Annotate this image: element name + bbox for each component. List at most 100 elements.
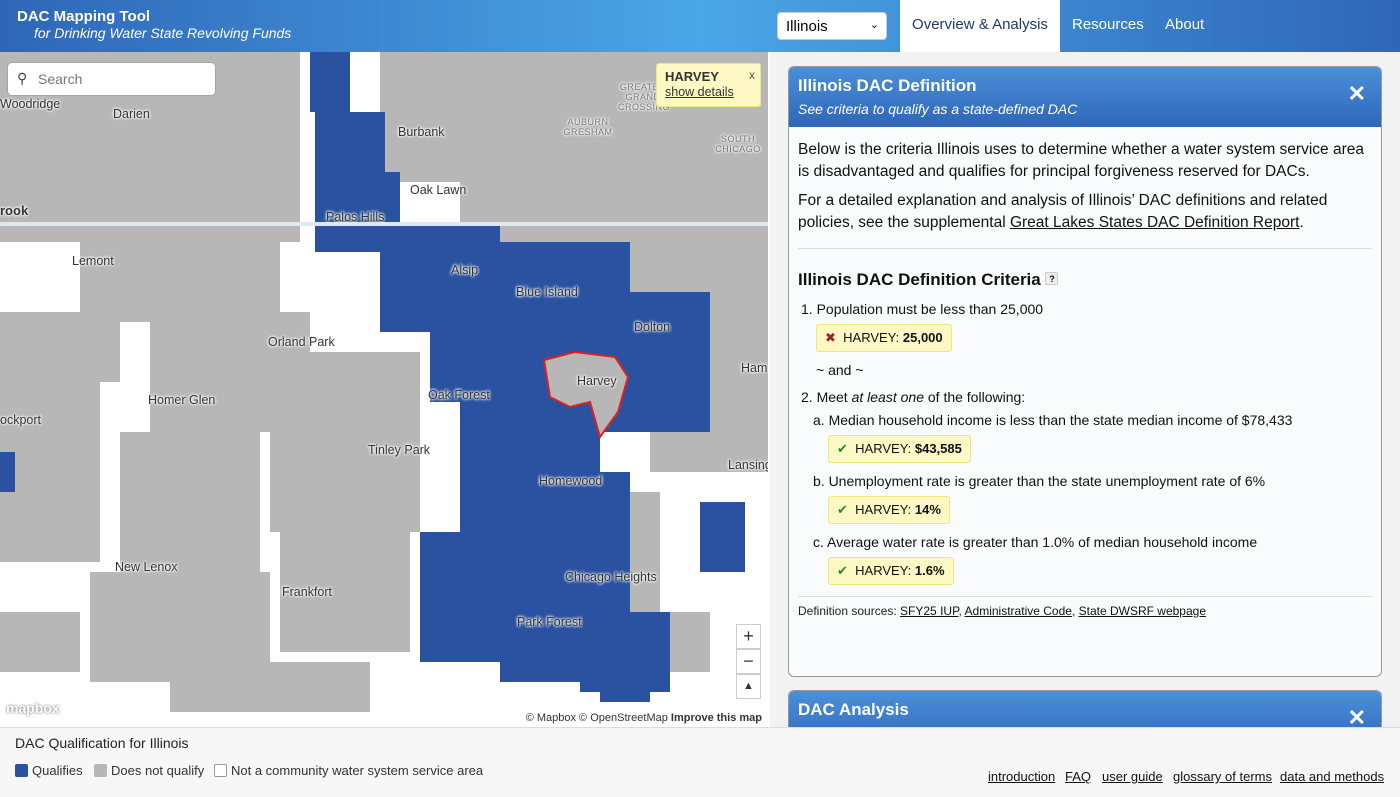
qualifying-area[interactable] <box>600 662 650 702</box>
map-place-label: Orland Park <box>268 335 335 349</box>
map-place-label: Ham <box>741 361 768 375</box>
qualifying-area[interactable] <box>310 52 350 112</box>
non-qualifying-area[interactable] <box>380 52 620 182</box>
check-icon: ✔ <box>837 502 848 517</box>
app-subtitle: for Drinking Water State Revolving Funds <box>34 25 292 41</box>
show-details-link[interactable]: show details <box>665 85 734 99</box>
non-qualifying-area[interactable] <box>170 662 370 712</box>
footer: DAC Qualification for Illinois Qualifies… <box>0 727 1400 797</box>
source-link-dwsrf[interactable]: State DWSRF webpage <box>1078 604 1206 618</box>
mapbox-logo[interactable]: mapbox <box>6 700 60 716</box>
tab-resources[interactable]: Resources <box>1072 16 1144 33</box>
non-qualifying-area[interactable] <box>0 312 120 382</box>
result-badge: ✔ HARVEY: 1.6% <box>828 557 954 585</box>
search-placeholder: Search <box>38 71 83 87</box>
map-place-label: Tinley Park <box>368 443 431 457</box>
map-place-label: Woodridge <box>0 97 61 111</box>
footer-link-faq[interactable]: FAQ <box>1065 769 1092 784</box>
qualifying-area[interactable] <box>420 532 510 662</box>
not-qualify-swatch <box>94 764 107 777</box>
definition-title: Illinois DAC Definition <box>798 76 977 95</box>
intro-text: Below is the criteria Illinois uses to d… <box>798 141 1364 180</box>
map-place-label: ockport <box>0 413 41 427</box>
result-badge: ✖ HARVEY: 25,000 <box>816 324 952 352</box>
map-canvas[interactable] <box>0 52 768 727</box>
zoom-in-button[interactable]: + <box>736 624 761 649</box>
map-place-label: Chicago Heights <box>565 570 657 584</box>
definition-card: Illinois DAC Definition See criteria to … <box>788 66 1382 677</box>
non-qualifying-area[interactable] <box>280 532 410 652</box>
zoom-out-button[interactable]: − <box>736 649 761 674</box>
footer-link-data-methods[interactable]: data and methods <box>1280 769 1385 784</box>
non-qualifying-area[interactable] <box>80 242 280 322</box>
map-place-label: Park Forest <box>517 615 582 629</box>
analysis-card: DAC Analysis ✕ <box>788 690 1382 727</box>
tab-about[interactable]: About <box>1165 16 1205 33</box>
map-place-label: Burbank <box>398 125 445 139</box>
non-qualifying-area[interactable] <box>0 382 100 562</box>
map-place-label: rook <box>0 203 29 218</box>
map-place-label: Homer Glen <box>148 393 216 407</box>
qualifying-area[interactable] <box>700 502 745 572</box>
non-qualifying-area[interactable] <box>0 612 80 672</box>
search-icon: ⚲ <box>17 70 28 86</box>
qualifying-area[interactable] <box>0 452 15 492</box>
analysis-title: DAC Analysis <box>798 700 909 719</box>
non-qualifying-area[interactable] <box>0 222 768 226</box>
and-separator: ~ and ~ <box>816 362 864 378</box>
search-input[interactable]: ⚲ Search <box>8 63 215 95</box>
detail-text: For a detailed explanation and analysis … <box>798 192 1328 231</box>
sub-criterion: b. Unemployment rate is greater than the… <box>813 473 1266 489</box>
map-place-label: GREATER GRAND CROSSING <box>618 82 671 112</box>
legend-not-qualify: Does not qualify <box>94 763 204 778</box>
report-link[interactable]: Great Lakes States DAC Definition Report <box>1009 214 1300 231</box>
legend-title: DAC Qualification for Illinois <box>15 735 189 751</box>
source-link-admin-code[interactable]: Administrative Code <box>964 604 1072 618</box>
map-place-label: Oak Lawn <box>410 183 467 197</box>
map-place-label: AUBURN GRESHAM <box>563 117 613 137</box>
sub-criterion: c. Average water rate is greater than 1.… <box>813 534 1258 550</box>
improve-map-link[interactable]: Improve this map <box>670 712 762 724</box>
state-select[interactable]: Illinois ⌄ <box>777 12 887 40</box>
footer-link-glossary[interactable]: glossary of terms <box>1173 769 1272 784</box>
map-place-label: Frankfort <box>282 585 333 599</box>
result-badge: ✔ HARVEY: 14% <box>828 496 950 524</box>
criterion-1: 1. Population must be less than 25,000 <box>801 301 1044 317</box>
footer-link-user-guide[interactable]: user guide <box>1102 769 1163 784</box>
map-place-label: Homewood <box>539 474 603 488</box>
divider <box>798 596 1372 597</box>
legend-qualifies: Qualifies <box>15 763 83 778</box>
check-icon: ✔ <box>837 441 848 456</box>
footer-link-introduction[interactable]: introduction <box>988 769 1056 784</box>
map-place-label: Darien <box>113 107 150 121</box>
non-qualifying-area[interactable] <box>270 352 420 532</box>
app-title: DAC Mapping Tool <box>17 8 151 25</box>
source-link-iup[interactable]: SFY25 IUP <box>900 604 959 618</box>
map-attribution: © Mapbox © OpenStreetMap Improve this ma… <box>521 711 766 725</box>
popup-close-button[interactable]: x <box>749 68 755 82</box>
divider <box>798 248 1372 249</box>
map-place-label: New Lenox <box>115 560 178 574</box>
result-badge: ✔ HARVEY: $43,585 <box>828 435 971 463</box>
attribution-text[interactable]: © Mapbox © OpenStreetMap <box>525 712 668 724</box>
map[interactable]: Woodridge Darien Burbank Oak Lawn Palos Hill… <box>0 52 768 727</box>
state-select-value: Illinois <box>786 18 828 35</box>
map-place-label: Blue Island <box>516 285 578 299</box>
compass-button[interactable]: ▲ <box>736 674 761 699</box>
map-place-label: SOUTH CHICAGO <box>715 134 761 154</box>
help-icon[interactable]: ? <box>1045 272 1059 285</box>
map-place-label: Palos Hills <box>326 210 385 224</box>
not-cws-swatch <box>214 764 227 777</box>
chevron-down-icon: ⌄ <box>869 19 879 31</box>
tab-overview-analysis[interactable]: Overview & Analysis <box>900 0 1060 52</box>
header: DAC Mapping Tool for Drinking Water Stat… <box>0 0 1400 52</box>
non-qualifying-area[interactable] <box>120 432 260 592</box>
popup-title: HARVEY <box>665 69 719 84</box>
close-icon[interactable]: ✕ <box>1347 81 1366 106</box>
map-place-label: Harvey <box>577 374 617 388</box>
harvey-boundary[interactable] <box>542 350 630 440</box>
close-icon[interactable]: ✕ <box>1347 705 1366 727</box>
criterion-2: 2. Meet at least one of the following: <box>801 389 1026 405</box>
qualifies-swatch <box>15 764 28 777</box>
map-place-label: Alsip <box>451 263 479 277</box>
